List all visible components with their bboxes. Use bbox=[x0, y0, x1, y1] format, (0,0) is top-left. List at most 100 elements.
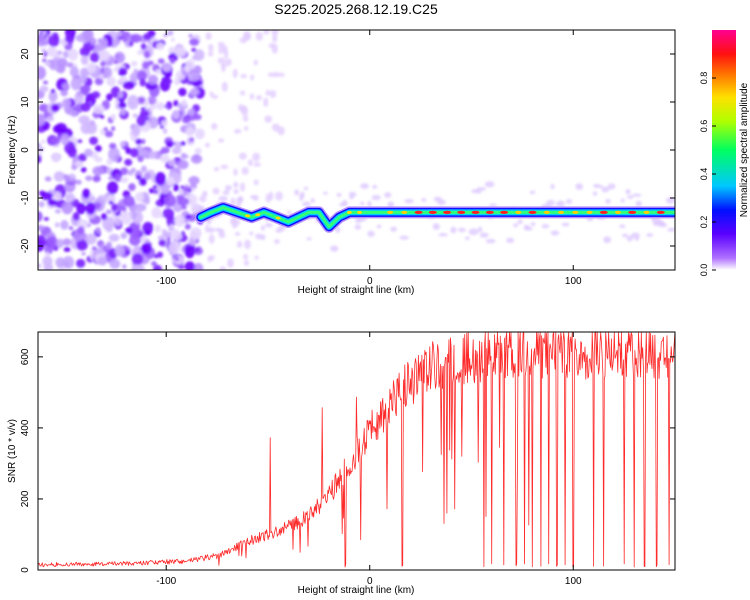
noise-blob bbox=[38, 34, 47, 47]
noise-blob bbox=[61, 98, 71, 109]
noise-blob bbox=[129, 148, 139, 158]
noise-blob bbox=[594, 184, 604, 188]
noise-blob bbox=[65, 192, 76, 203]
noise-blob bbox=[38, 103, 49, 112]
y-tick-label: -20 bbox=[20, 238, 31, 253]
noise-blob bbox=[218, 196, 228, 202]
noise-blob bbox=[513, 223, 519, 228]
noise-blob bbox=[105, 241, 113, 250]
noise-blob bbox=[43, 217, 50, 221]
spectrogram-signal-track bbox=[194, 201, 675, 233]
figure-title: S225.2025.268.12.19.C25 bbox=[274, 1, 438, 17]
noise-blob bbox=[154, 172, 166, 186]
noise-blob bbox=[41, 48, 46, 52]
noise-blob bbox=[181, 116, 191, 124]
spectrogram-y-label: Frequency (Hz) bbox=[7, 116, 18, 185]
noise-blob bbox=[99, 243, 105, 249]
noise-blob bbox=[232, 224, 237, 229]
colorbar-tick-label: 0.8 bbox=[699, 72, 709, 85]
noise-blob bbox=[164, 104, 169, 109]
noise-blob bbox=[605, 198, 611, 204]
noise-blob bbox=[161, 185, 170, 195]
noise-blob bbox=[38, 143, 41, 147]
signal-hotspot bbox=[414, 210, 423, 214]
noise-blob bbox=[171, 147, 182, 155]
noise-blob bbox=[489, 203, 497, 207]
noise-blob bbox=[555, 200, 565, 208]
noise-blob bbox=[167, 159, 176, 167]
signal-hotspot bbox=[428, 210, 437, 214]
noise-blob bbox=[142, 61, 150, 70]
signal-hotspot bbox=[500, 210, 509, 214]
noise-blob bbox=[91, 91, 101, 99]
noise-blob bbox=[147, 95, 157, 104]
noise-blob bbox=[302, 201, 311, 207]
noise-blob bbox=[110, 86, 121, 98]
y-tick-label: 400 bbox=[20, 419, 31, 436]
noise-blob bbox=[188, 80, 193, 85]
noise-blob bbox=[118, 67, 127, 77]
noise-blob bbox=[187, 73, 200, 82]
noise-blob bbox=[118, 102, 127, 109]
noise-blob bbox=[103, 127, 108, 132]
colorbar: 0.0 0.2 0.4 0.6 0.8 Normalized spectral ampl… bbox=[699, 30, 750, 276]
noise-blob bbox=[80, 102, 91, 112]
noise-blob bbox=[243, 31, 251, 40]
noise-blob bbox=[156, 251, 164, 259]
noise-blob bbox=[268, 191, 274, 201]
noise-blob bbox=[218, 138, 225, 143]
noise-blob bbox=[104, 66, 110, 71]
noise-blob bbox=[97, 49, 108, 62]
signal-hotspot bbox=[515, 210, 522, 214]
noise-blob bbox=[234, 232, 241, 236]
noise-blob bbox=[188, 123, 193, 127]
signal-hotspot bbox=[485, 210, 494, 214]
noise-blob bbox=[106, 158, 113, 166]
noise-blob bbox=[144, 50, 151, 59]
noise-blob bbox=[163, 78, 173, 85]
noise-blob bbox=[129, 41, 134, 47]
noise-blob bbox=[243, 126, 249, 131]
noise-blob bbox=[236, 196, 244, 202]
noise-blob bbox=[141, 138, 146, 145]
noise-blob bbox=[156, 42, 165, 51]
noise-blob bbox=[50, 136, 61, 145]
noise-blob bbox=[106, 76, 116, 87]
noise-blob bbox=[189, 137, 194, 142]
noise-blob bbox=[506, 237, 515, 244]
noise-blob bbox=[92, 175, 101, 183]
noise-blob bbox=[253, 179, 259, 186]
noise-blob bbox=[211, 122, 218, 130]
noise-blob bbox=[161, 228, 167, 235]
noise-blob bbox=[98, 37, 108, 50]
noise-blob bbox=[174, 77, 181, 86]
noise-blob bbox=[48, 90, 58, 102]
noise-blob bbox=[114, 99, 120, 105]
noise-blob bbox=[131, 60, 138, 67]
noise-blob bbox=[341, 200, 348, 206]
noise-blob bbox=[78, 75, 87, 84]
noise-blob bbox=[330, 245, 339, 252]
noise-blob bbox=[243, 260, 250, 266]
noise-blob bbox=[143, 222, 154, 232]
noise-blob bbox=[114, 218, 122, 227]
signal-hotspot bbox=[656, 210, 665, 214]
noise-blob bbox=[125, 249, 131, 256]
noise-blob bbox=[192, 88, 200, 96]
noise-blob bbox=[168, 241, 181, 255]
noise-blob bbox=[354, 224, 361, 230]
noise-blob bbox=[622, 233, 629, 238]
noise-blob bbox=[127, 94, 139, 110]
noise-blob bbox=[217, 57, 226, 64]
noise-blob bbox=[162, 208, 175, 219]
noise-blob bbox=[152, 184, 158, 190]
noise-blob bbox=[165, 140, 174, 148]
noise-blob bbox=[264, 115, 273, 123]
noise-blob bbox=[242, 115, 249, 122]
noise-blob bbox=[477, 226, 483, 233]
signal-hotspot bbox=[387, 210, 394, 214]
noise-blob bbox=[154, 224, 162, 233]
noise-blob bbox=[233, 128, 242, 134]
noise-blob bbox=[287, 210, 292, 215]
noise-blob bbox=[85, 175, 93, 181]
